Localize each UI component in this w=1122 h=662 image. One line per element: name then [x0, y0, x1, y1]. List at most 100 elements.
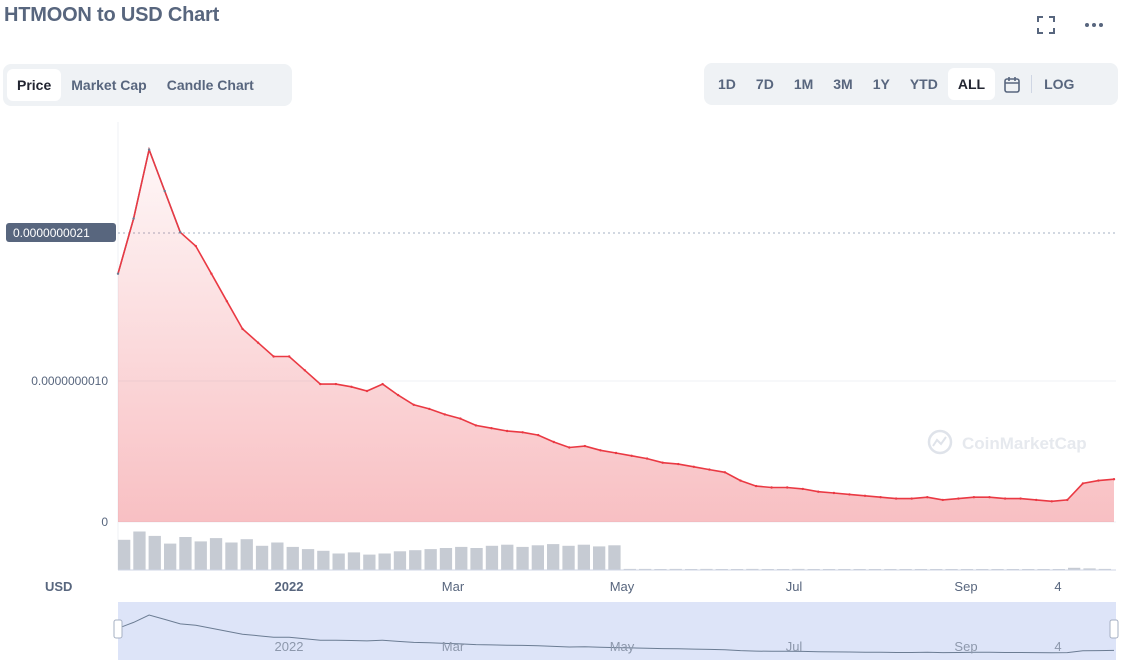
- tab-candle-chart[interactable]: Candle Chart: [166, 77, 254, 93]
- volume-bar: [240, 539, 253, 570]
- price-points: [116, 148, 1116, 503]
- volume-bar: [363, 554, 376, 570]
- price-point: [661, 461, 664, 464]
- chart-type-tabs: Price Market Cap Candle Chart: [3, 64, 292, 106]
- navigator-line: [117, 614, 1115, 654]
- volume-bar: [439, 548, 453, 570]
- price-point: [957, 497, 960, 500]
- price-point: [1003, 497, 1007, 500]
- navigator-left-handle[interactable]: [113, 619, 123, 639]
- volume-bar: [577, 544, 590, 570]
- price-point: [614, 451, 618, 455]
- volume-bar: [271, 542, 284, 570]
- price-point: [739, 479, 742, 482]
- price-point: [1066, 498, 1069, 502]
- navigator-right-handle[interactable]: [1109, 619, 1119, 639]
- range-all[interactable]: ALL: [947, 68, 996, 100]
- volume-bar: [623, 568, 636, 570]
- volume-bar: [255, 545, 269, 570]
- volume-bar: [516, 546, 529, 570]
- volume-bar: [639, 568, 652, 570]
- volume-bar: [286, 546, 299, 570]
- price-point: [210, 272, 213, 275]
- coinmarketcap-logo-icon: [927, 429, 953, 455]
- coinmarketcap-logo-mark: [932, 436, 947, 447]
- currency-label: USD: [45, 579, 72, 594]
- range-1m[interactable]: 1M: [793, 76, 814, 92]
- price-point: [552, 440, 555, 444]
- watermark-text: CoinMarketCap: [962, 434, 1087, 453]
- volume-bar: [501, 544, 514, 570]
- price-point: [832, 491, 836, 495]
- calendar-icon: [1004, 77, 1020, 94]
- price-point: [241, 327, 244, 331]
- price-point: [147, 148, 151, 151]
- volume-bar: [347, 552, 361, 570]
- price-point: [443, 413, 446, 416]
- price-point: [677, 462, 680, 466]
- price-point: [786, 486, 789, 489]
- price-point: [490, 427, 493, 430]
- range-1d[interactable]: 1D: [718, 76, 736, 92]
- price-point: [194, 244, 197, 248]
- current-price-badge: [6, 223, 116, 242]
- price-point: [630, 454, 633, 457]
- volume-bar: [118, 539, 131, 571]
- volume-bar: [1083, 568, 1096, 570]
- calendar-button[interactable]: [995, 68, 1029, 100]
- y-tick-label: 0.0000000010: [31, 374, 108, 388]
- divider: [1031, 75, 1033, 93]
- volume-bar: [593, 546, 606, 570]
- navigator-tick-label: Sep: [954, 639, 977, 654]
- current-price-label: 0.0000000021: [13, 226, 90, 240]
- price-point: [599, 449, 602, 452]
- x-tick-label: Mar: [442, 579, 465, 594]
- price-point: [1050, 500, 1054, 503]
- volume-bar: [225, 542, 238, 570]
- navigator[interactable]: 2022 Mar May Jul Sep 4: [113, 602, 1119, 660]
- tab-market-cap[interactable]: Market Cap: [71, 77, 147, 93]
- price-point: [817, 490, 820, 493]
- price-point: [863, 494, 867, 497]
- range-1y[interactable]: 1Y: [872, 76, 890, 92]
- range-7d[interactable]: 7D: [755, 76, 774, 92]
- price-point: [288, 355, 291, 358]
- volume-bar: [133, 531, 146, 570]
- price-point: [926, 496, 929, 499]
- navigator-tick-label: 4: [1054, 639, 1061, 654]
- volume-bar: [332, 553, 345, 570]
- price-point: [708, 468, 711, 471]
- volume-bar: [194, 541, 207, 570]
- navigator-tick-label: 2022: [275, 639, 304, 654]
- volume-bar: [470, 548, 483, 570]
- price-point: [428, 407, 431, 411]
- price-point: [365, 389, 369, 393]
- log-toggle[interactable]: LOG: [1044, 76, 1075, 92]
- price-point: [1097, 479, 1100, 482]
- price-point: [583, 444, 587, 448]
- price-point: [132, 217, 135, 220]
- volume-bar: [424, 549, 437, 570]
- volume-bar: [1098, 568, 1111, 570]
- range-3m[interactable]: 3M: [833, 76, 853, 92]
- price-point: [163, 189, 166, 193]
- more-dots-icon[interactable]: [1083, 14, 1105, 36]
- tab-price[interactable]: Price: [7, 69, 62, 101]
- price-point: [1081, 482, 1085, 485]
- volume-bar: [792, 568, 805, 570]
- navigator-tick-label: Jul: [786, 639, 803, 654]
- volume-bar: [301, 549, 315, 570]
- range-ytd[interactable]: YTD: [909, 76, 938, 92]
- price-point: [645, 457, 649, 460]
- volume-bar: [455, 546, 468, 570]
- x-tick-label: Sep: [954, 579, 977, 594]
- price-point: [568, 446, 571, 449]
- volume-bar: [531, 545, 544, 571]
- navigator-selection[interactable]: [118, 602, 1116, 660]
- volume-bar: [485, 545, 499, 570]
- volume-bar: [164, 543, 177, 570]
- volume-bar: [317, 550, 330, 571]
- price-point: [910, 497, 913, 500]
- fullscreen-icon[interactable]: [1035, 14, 1057, 36]
